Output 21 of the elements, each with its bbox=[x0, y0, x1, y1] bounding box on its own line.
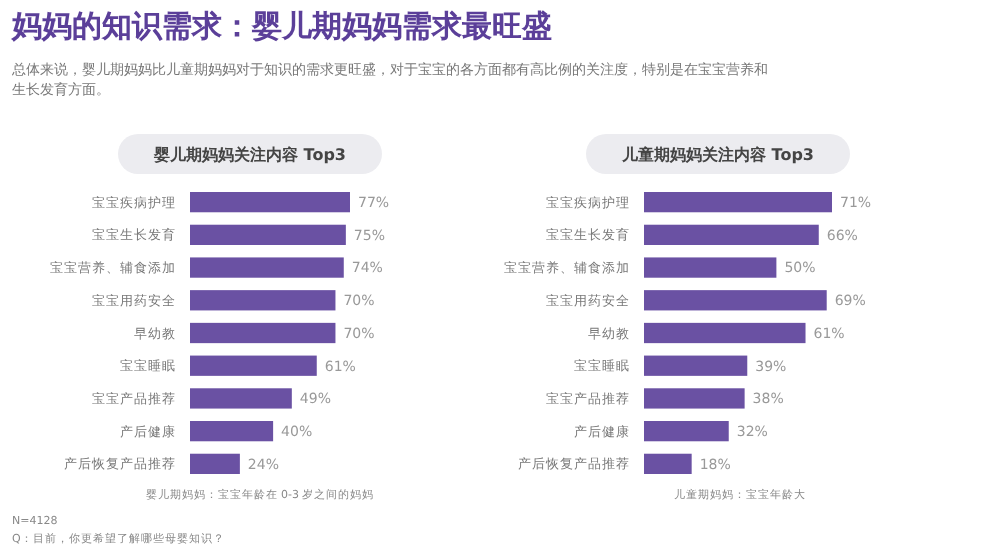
chart-title: 儿童期妈妈关注内容 Top3 bbox=[620, 143, 814, 164]
bar bbox=[190, 290, 336, 311]
bar bbox=[190, 322, 336, 344]
bar bbox=[644, 421, 729, 442]
bar bbox=[644, 355, 748, 376]
text: 妈妈的知识需求：婴儿期妈妈需求最旺盛 bbox=[10, 8, 552, 44]
bar bbox=[190, 355, 317, 376]
bar bbox=[644, 322, 806, 344]
bar bbox=[190, 388, 292, 409]
bar bbox=[644, 224, 819, 245]
bar bbox=[190, 192, 350, 213]
bar bbox=[644, 388, 745, 409]
bar bbox=[644, 192, 832, 213]
bar bbox=[190, 257, 344, 278]
bar bbox=[190, 224, 346, 245]
bar bbox=[190, 453, 240, 474]
bar bbox=[644, 290, 827, 311]
bar bbox=[644, 453, 692, 474]
bar bbox=[190, 421, 274, 442]
bar bbox=[644, 257, 777, 278]
chart-title: 婴儿期妈妈关注内容 Top3 bbox=[152, 143, 346, 164]
